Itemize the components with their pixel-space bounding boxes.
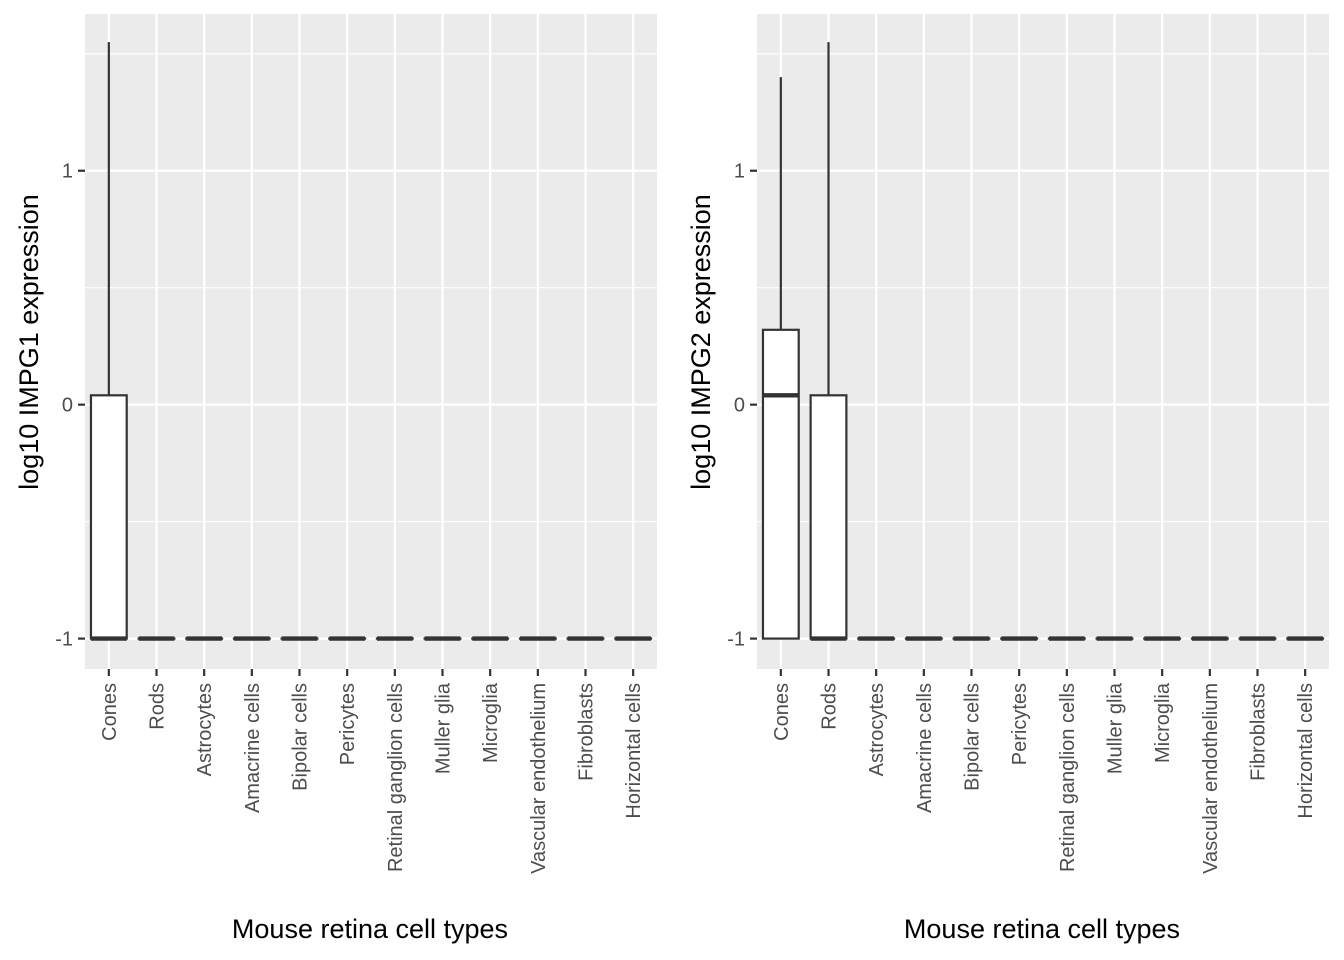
plot-background: [757, 14, 1329, 669]
box-cones: [89, 42, 128, 641]
box-body: [761, 328, 800, 640]
x-tick-label: Retinal ganglion cells: [1057, 683, 1079, 872]
y-tick-label: -1: [727, 629, 745, 651]
x-tick-label: Rods: [819, 683, 841, 730]
x-tick-label: Bipolar cells: [962, 683, 984, 791]
x-tick-label: Pericytes: [1009, 683, 1031, 765]
x-tick-label: Astrocytes: [194, 683, 216, 776]
x-tick-label: Amacrine cells: [242, 683, 264, 813]
box-rods: [809, 42, 848, 641]
x-tick-label: Horizontal cells: [1295, 683, 1317, 819]
x-tick-label: Muller glia: [1105, 682, 1127, 774]
x-tick-label: Pericytes: [337, 683, 359, 765]
box-body: [89, 394, 128, 640]
y-tick-label: -1: [55, 629, 73, 651]
box-cones: [761, 77, 800, 640]
y-axis-title: log10 IMPG1 expression: [14, 194, 44, 490]
plot-background: [85, 14, 657, 669]
x-tick-label: Rods: [147, 683, 169, 730]
panel-1: -1 0 1 Cones Rods Astrocytes Amacrine cells Bip…: [14, 14, 657, 944]
x-tick-label: Microglia: [1152, 682, 1174, 763]
y-tick-label: 0: [62, 395, 73, 417]
x-tick-label: Astrocytes: [866, 683, 888, 776]
x-tick-label: Horizontal cells: [623, 683, 645, 819]
x-axis-title: Mouse retina cell types: [232, 914, 508, 944]
x-tick-label: Cones: [771, 683, 793, 741]
y-tick-label: 0: [734, 395, 745, 417]
x-tick-label: Fibroblasts: [1248, 683, 1270, 781]
x-tick-label: Cones: [99, 683, 121, 741]
panel-2: -1 0 1 Cones Rods Astrocytes Amacrine cells Bip…: [686, 14, 1329, 944]
y-tick-label: 1: [62, 161, 73, 183]
x-tick-label: Bipolar cells: [290, 683, 312, 791]
x-tick-label: Fibroblasts: [576, 683, 598, 781]
x-axis-title: Mouse retina cell types: [904, 914, 1180, 944]
x-tick-label: Vascular endothelium: [1200, 683, 1222, 874]
y-tick-label: 1: [734, 161, 745, 183]
y-axis-title: log10 IMPG2 expression: [686, 194, 716, 490]
x-tick-label: Retinal ganglion cells: [385, 683, 407, 872]
x-tick-label: Amacrine cells: [914, 683, 936, 813]
x-tick-label: Muller glia: [433, 682, 455, 774]
x-tick-label: Vascular endothelium: [528, 683, 550, 874]
x-tick-label: Microglia: [480, 682, 502, 763]
box-body: [809, 394, 848, 640]
